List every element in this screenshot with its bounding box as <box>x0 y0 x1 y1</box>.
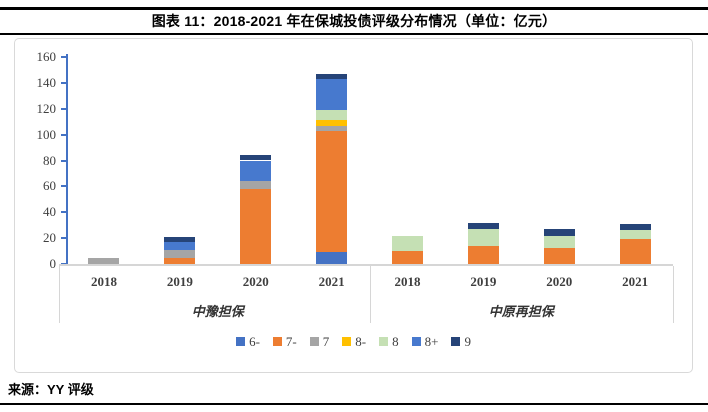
plot-area: 0 20 40 60 80 100 120 140 160 2018 2019 2020 2021 中豫担… <box>15 39 692 372</box>
bar-segment-7- <box>543 248 575 264</box>
y-axis-tick <box>61 211 66 214</box>
bar-segment-7- <box>619 239 651 264</box>
legend-item: 8 <box>379 334 399 349</box>
y-axis-label: 140 <box>36 74 57 90</box>
source-label: 来源：YY 评级 <box>8 382 94 397</box>
legend-swatch-icon <box>342 337 352 346</box>
category-separator <box>59 266 60 323</box>
year-label: 2021 <box>318 274 345 289</box>
legend-label: 9 <box>464 334 471 349</box>
chart-title: 图表 11：2018-2021 年在保城投债评级分布情况（单位：亿元） <box>151 13 557 29</box>
bottom-divider <box>0 403 708 405</box>
legend-item: 7 <box>309 334 330 349</box>
legend-label: 8+ <box>424 334 439 349</box>
bar-segment-7 <box>240 181 272 189</box>
bar-segment-7 <box>316 125 348 131</box>
bar-segment-7 <box>164 249 196 258</box>
title-divider <box>0 33 708 35</box>
legend-swatch-icon <box>379 337 389 346</box>
y-axis-tick <box>61 56 66 58</box>
bar-segment-7- <box>164 257 196 264</box>
legend-item: 8+ <box>411 334 439 349</box>
y-axis-label: 0 <box>49 256 57 271</box>
bar-segment-9 <box>240 155 272 161</box>
bar-segment-9 <box>164 236 196 242</box>
legend-label: 7- <box>285 334 297 349</box>
legend-label: 7 <box>322 334 330 349</box>
y-axis-tick <box>61 133 66 136</box>
bar-segment-7- <box>467 245 499 264</box>
x-axis-line <box>59 264 673 266</box>
bar-segment-8 <box>619 230 651 240</box>
source-note: 来源：YY 评级 <box>8 379 94 398</box>
category-separator <box>673 266 674 323</box>
group-label: 中原再担保 <box>488 304 554 319</box>
group-label: 中豫担保 <box>191 304 244 319</box>
bar-segment-9 <box>467 222 499 230</box>
bar-segment-8 <box>391 235 423 252</box>
bar-segment-7 <box>88 257 120 264</box>
legend-item: 9 <box>451 334 471 349</box>
legend-item: 8- <box>342 334 367 349</box>
legend-label: 6- <box>249 334 260 349</box>
y-axis-tick <box>61 159 66 162</box>
bar-segment-8- <box>316 120 348 126</box>
bar-segment-8 <box>316 110 348 121</box>
bar-segment-6- <box>316 252 348 264</box>
y-axis-line <box>66 54 68 264</box>
y-axis-label: 60 <box>43 178 56 194</box>
legend-label: 8 <box>392 334 399 349</box>
year-label: 2018 <box>90 274 117 289</box>
legend-swatch-icon <box>411 337 421 346</box>
y-axis-tick <box>61 81 66 84</box>
bar-segment-7- <box>391 251 423 264</box>
legend-item: 6- <box>236 334 260 349</box>
year-label: 2019 <box>166 274 193 289</box>
bar-segment-9 <box>619 223 651 231</box>
legend-swatch-icon <box>236 337 246 346</box>
bar-segment-8+ <box>164 242 196 250</box>
bar-segment-9 <box>543 229 575 236</box>
year-label: 2020 <box>242 274 269 289</box>
legend-label: 8- <box>355 334 367 349</box>
bar-segment-8 <box>543 235 575 249</box>
y-axis-tick <box>61 237 66 240</box>
legend-item: 7- <box>272 334 297 349</box>
bar-segment-8+ <box>240 160 272 182</box>
bar-segment-8+ <box>316 78 348 111</box>
y-axis-label: 80 <box>43 152 56 168</box>
legend: 6- 7- 7 8- 8 8+ 9 <box>15 334 692 349</box>
legend-swatch-icon <box>309 337 319 346</box>
year-label: 2019 <box>470 274 497 289</box>
year-label: 2021 <box>622 274 649 289</box>
y-axis-label: 40 <box>43 204 56 220</box>
bar-segment-7- <box>316 130 348 253</box>
y-axis-label: 20 <box>43 230 56 246</box>
y-axis-label: 160 <box>36 49 57 64</box>
legend-swatch-icon <box>272 337 282 346</box>
top-divider <box>0 7 708 10</box>
y-axis-tick <box>61 185 66 188</box>
y-axis-tick <box>61 107 66 110</box>
chart-container: 0 20 40 60 80 100 120 140 160 2018 2019 2020 2021 中豫担… <box>14 38 693 373</box>
bar-segment-7- <box>240 188 272 264</box>
bar-segment-9 <box>316 73 348 79</box>
year-label: 2020 <box>546 274 573 289</box>
legend-swatch-icon <box>451 337 461 346</box>
bar-segment-8 <box>467 229 499 246</box>
y-axis-label: 100 <box>36 126 57 142</box>
y-axis-label: 120 <box>36 100 57 116</box>
year-label: 2018 <box>394 274 421 289</box>
category-separator <box>369 266 371 323</box>
